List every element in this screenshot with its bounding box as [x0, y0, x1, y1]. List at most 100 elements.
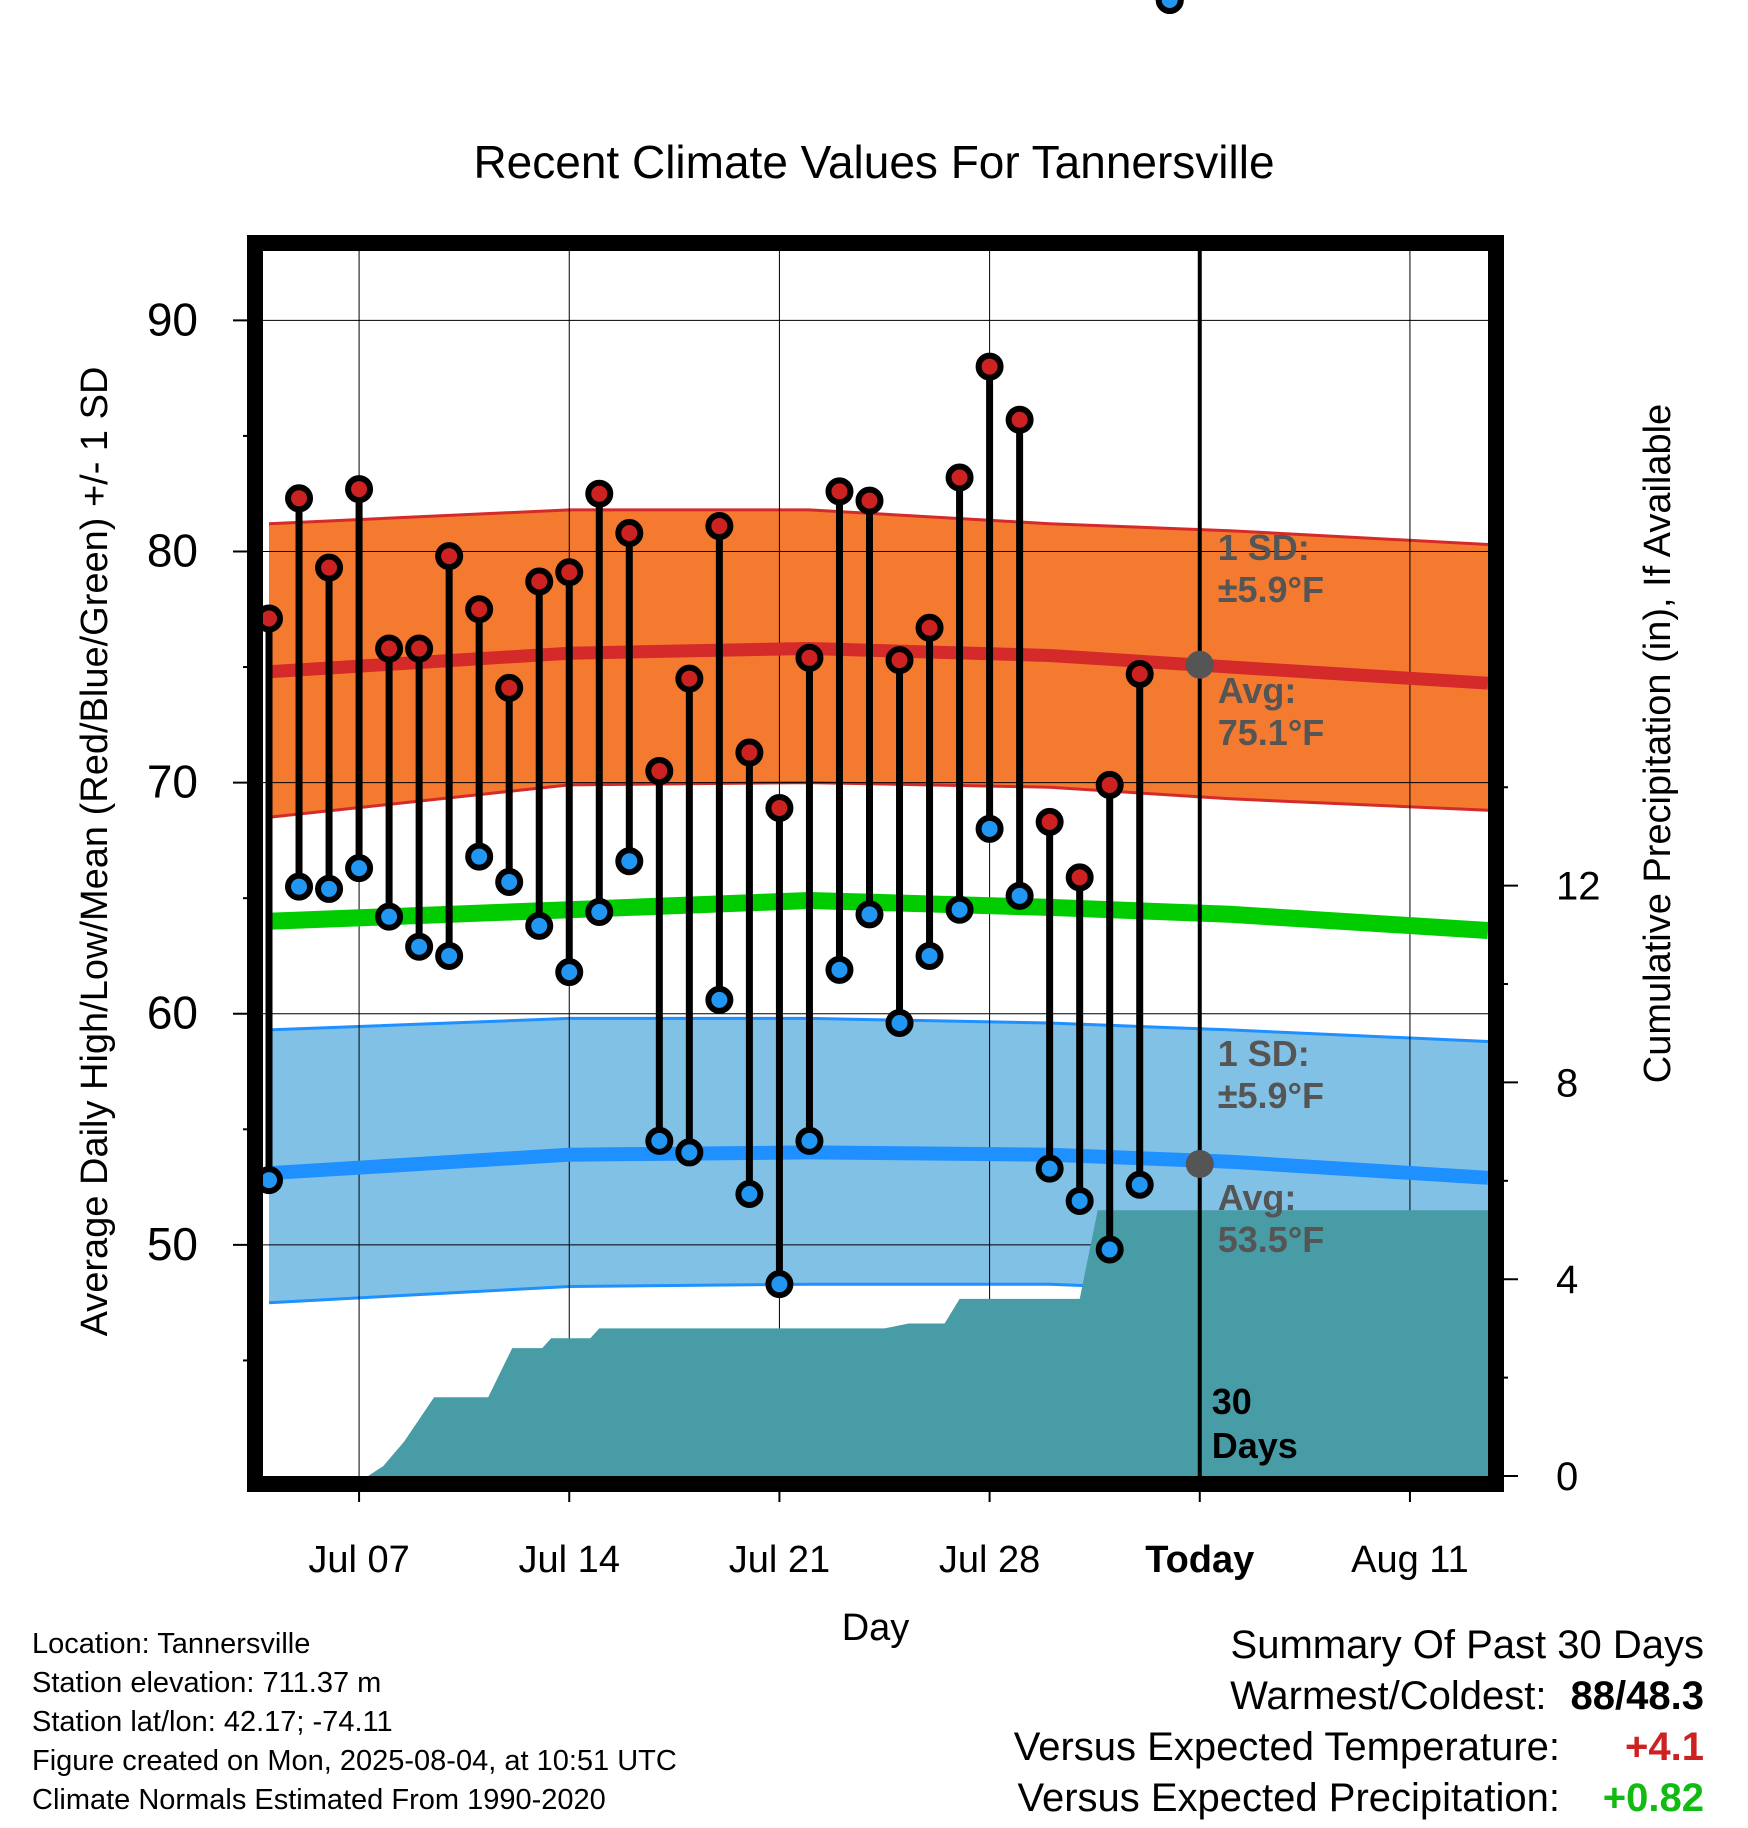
- daily-low-point: [915, 941, 944, 970]
- daily-low-point: [465, 842, 494, 871]
- warmest-row: Warmest/Coldest: 88/48.3: [1014, 1671, 1704, 1722]
- normals-text: Climate Normals Estimated From 1990-2020: [32, 1784, 606, 1816]
- daily-low-point: [885, 1008, 914, 1037]
- daily-low-point: [585, 898, 614, 927]
- plot-frame: [247, 235, 1504, 1492]
- y-left-tick-label: 90: [147, 293, 198, 345]
- precip-area-group: [368, 1210, 1489, 1476]
- warmest-value: 88/48.3: [1570, 1674, 1704, 1718]
- daily-low-point: [705, 985, 734, 1014]
- temp-value: +4.1: [1625, 1725, 1704, 1769]
- daily-high-point: [645, 757, 674, 786]
- x-axis-label: Day: [842, 1607, 910, 1649]
- annotation-line-0: 1 SD:: [1218, 527, 1310, 568]
- y-left-tick-label: 80: [147, 524, 198, 576]
- daily-high-point: [975, 352, 1004, 381]
- daily-high-point: [555, 558, 584, 587]
- daily-high-point: [285, 484, 314, 513]
- daily-low-point: [435, 941, 464, 970]
- daily-low-point: [345, 854, 374, 883]
- low-avg-line: [268, 1145, 1489, 1185]
- annotation-line-1: ±5.9°F: [1218, 1075, 1324, 1116]
- x-tick-label: Today: [1145, 1539, 1254, 1581]
- precip-value: +0.82: [1602, 1776, 1704, 1820]
- daily-high-point: [345, 475, 374, 504]
- daily-high-point: [495, 673, 524, 702]
- y-left-tick-label: 60: [147, 987, 198, 1039]
- y-right-tick-label: 4: [1556, 1258, 1578, 1302]
- today-high-normal-dot: [1185, 650, 1214, 679]
- daily-low-point: [675, 1138, 704, 1167]
- temp-label: Versus Expected Temperature:: [1013, 1725, 1560, 1769]
- summary-panel: Summary Of Past 30 Days Warmest/Coldest:…: [1014, 1620, 1704, 1824]
- daily-low-point: [1155, 0, 1184, 14]
- daily-low-point: [1005, 881, 1034, 910]
- daily-low-point: [285, 872, 314, 901]
- today-days-word-0: 30: [1212, 1381, 1252, 1422]
- annotation-line-1: 53.5°F: [1218, 1219, 1324, 1260]
- daily-low-point: [975, 814, 1004, 843]
- daily-high-point: [405, 634, 434, 663]
- x-tick-label: Jul 07: [308, 1539, 409, 1581]
- daily-low-point: [615, 847, 644, 876]
- daily-high-point: [825, 477, 854, 506]
- axis-ticks: Jul 07 Jul 14 Jul 21 Jul 28 Today Aug 11 50 60 7…: [147, 293, 1601, 1581]
- daily-low-point: [945, 895, 974, 924]
- daily-high-point: [855, 486, 884, 515]
- y-left-tick-label: 50: [147, 1218, 198, 1270]
- annotation-low-avg: Avg: 53.5°F: [1218, 1177, 1324, 1260]
- x-tick-label: Jul 21: [729, 1539, 830, 1581]
- daily-high-point: [795, 643, 824, 672]
- daily-low-point: [855, 900, 884, 929]
- y-left-tick-label: 70: [147, 756, 198, 808]
- high-sd-band: [269, 509, 1488, 818]
- daily-high-point: [705, 512, 734, 541]
- daily-high-point: [435, 542, 464, 571]
- summary-title: Summary Of Past 30 Days: [1230, 1623, 1704, 1667]
- precip-area: [368, 1210, 1489, 1476]
- annotation-low-sd: 1 SD: ±5.9°F: [1218, 1033, 1324, 1116]
- station-info: Location: Tannersville Station elevation…: [32, 1625, 677, 1820]
- daily-low-point: [765, 1270, 794, 1299]
- elevation-text: Station elevation: 711.37 m: [32, 1667, 382, 1699]
- daily-low-point: [1065, 1186, 1094, 1215]
- daily-high-point: [1005, 405, 1034, 434]
- high-band-upper-edge: [268, 508, 1489, 546]
- daily-high-point: [525, 567, 554, 596]
- daily-low-point: [1035, 1154, 1064, 1183]
- x-tick-label: Jul 28: [939, 1539, 1040, 1581]
- daily-low-point: [645, 1126, 674, 1155]
- daily-high-point: [945, 463, 974, 492]
- daily-low-point: [735, 1180, 764, 1209]
- today-marker: 30 Days: [1185, 251, 1298, 1476]
- annotation-line-1: 75.1°F: [1218, 712, 1324, 753]
- daily-high-point: [1095, 770, 1124, 799]
- warmest-label: Warmest/Coldest:: [1230, 1674, 1547, 1718]
- daily-high-point: [315, 553, 344, 582]
- y-axis-label-right: Cumulative Precipitation (in), If Availa…: [1637, 404, 1679, 1083]
- daily-high-point: [1065, 863, 1094, 892]
- daily-high-point: [375, 634, 404, 663]
- daily-low-point: [405, 932, 434, 961]
- annotation-high-avg: Avg: 75.1°F: [1218, 670, 1324, 753]
- daily-low-point: [555, 958, 584, 987]
- daily-high-point: [915, 613, 944, 642]
- daily-high-point: [1035, 807, 1064, 836]
- daily-low-point: [525, 911, 554, 940]
- temp-row: Versus Expected Temperature: +4.1: [1014, 1722, 1704, 1773]
- annotation-line-0: 1 SD:: [1218, 1033, 1310, 1074]
- today-low-normal-dot: [1185, 1149, 1214, 1178]
- annotation-line-0: Avg:: [1218, 670, 1297, 711]
- daily-low-point: [825, 955, 854, 984]
- precip-label: Versus Expected Precipitation:: [1017, 1776, 1560, 1820]
- y-right-tick-label: 0: [1556, 1455, 1578, 1499]
- daily-low-point: [375, 902, 404, 931]
- daily-high-point: [585, 479, 614, 508]
- chart-title: Recent Climate Values For Tannersville: [473, 136, 1274, 188]
- daily-low-point: [795, 1126, 824, 1155]
- daily-high-point: [735, 738, 764, 767]
- daily-low-point: [1125, 1170, 1154, 1199]
